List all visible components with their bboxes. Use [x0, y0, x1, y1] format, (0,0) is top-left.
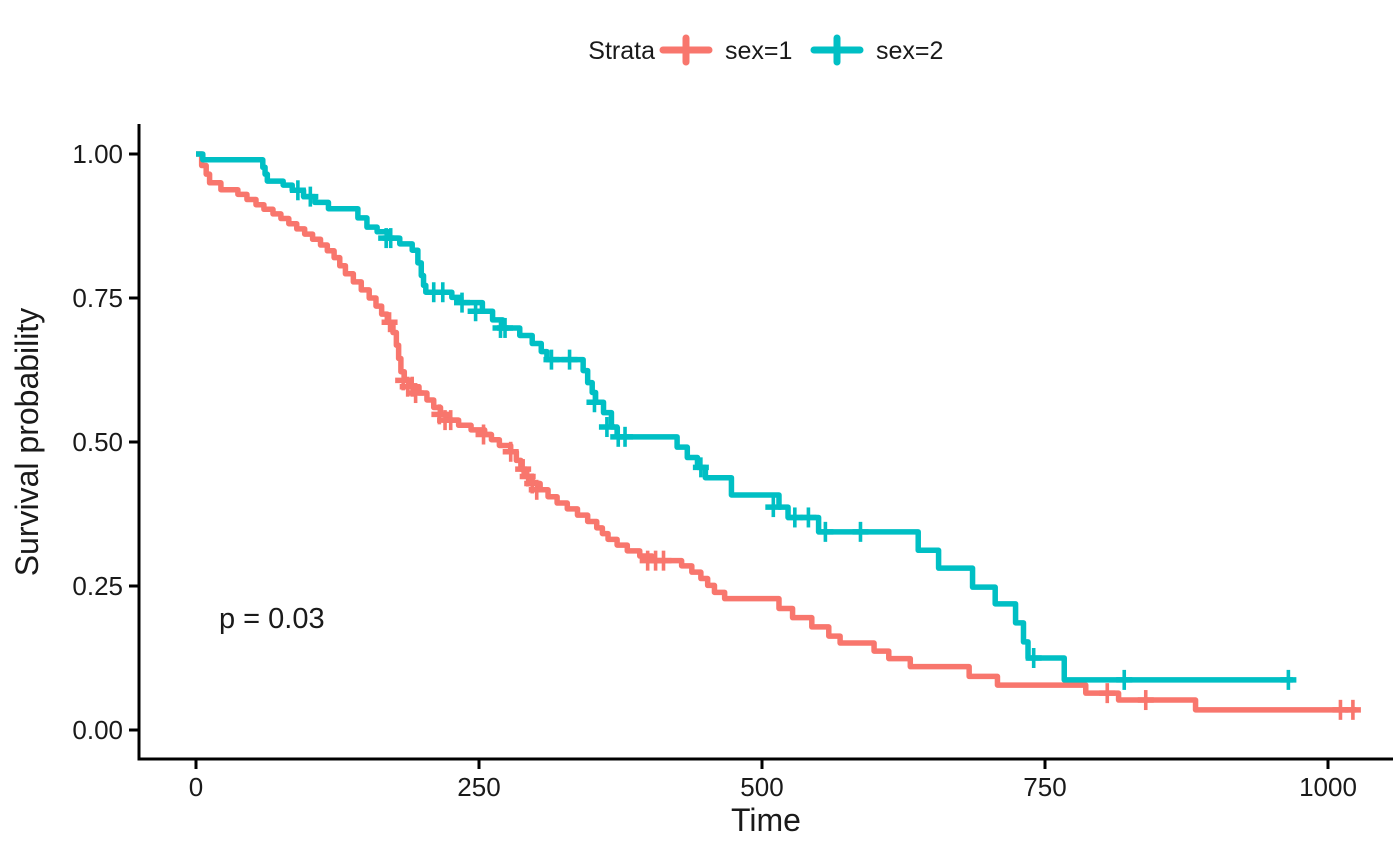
p-value-label: p = 0.03	[219, 603, 325, 635]
legend-key-sex1-plus-icon	[659, 34, 713, 66]
y-tick-label-1: 0.25	[72, 571, 123, 601]
censor-marks-sex1	[381, 312, 1361, 720]
survival-curve-sex1	[196, 151, 1361, 720]
y-tick-label-0: 0.00	[72, 715, 123, 745]
x-tick-label-1: 250	[457, 772, 500, 802]
survival-curves	[196, 151, 1361, 720]
x-axis-title: Time	[731, 802, 801, 838]
legend-label-sex1: sex=1	[725, 37, 792, 65]
y-tick-label-4: 1.00	[72, 139, 123, 169]
y-tick-label-3: 0.75	[72, 283, 123, 313]
legend-key-sex2-plus-icon	[810, 34, 864, 66]
legend: Strata sex=1 sex=2	[588, 34, 943, 66]
x-tick-label-2: 500	[740, 772, 783, 802]
y-axis-title: Survival probability	[9, 308, 45, 577]
legend-title: Strata	[588, 37, 655, 65]
legend-label-sex2: sex=2	[876, 37, 943, 65]
x-tick-label-0: 0	[189, 772, 203, 802]
censor-marks-sex2	[289, 180, 1297, 690]
axis-ticks: 0 250 500 750 1000 0.00 0.25 0.50 0.75 1.00	[72, 139, 1357, 802]
x-tick-label-3: 750	[1023, 772, 1066, 802]
x-tick-label-4: 1000	[1299, 772, 1357, 802]
survival-curve-sex2	[196, 151, 1297, 690]
y-tick-label-2: 0.50	[72, 427, 123, 457]
km-step-line-sex1	[196, 151, 1357, 713]
